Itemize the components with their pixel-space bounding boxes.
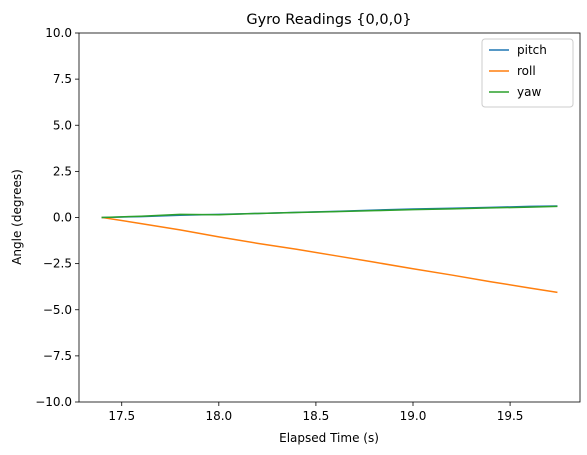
x-tick-label: 18.5	[303, 409, 330, 423]
legend: pitch roll yaw	[481, 38, 574, 108]
legend-label-pitch: pitch	[517, 43, 547, 57]
chart-title: Gyro Readings {0,0,0}	[246, 12, 411, 28]
x-tick-label: 17.5	[108, 409, 135, 423]
x-tick-label: 19.0	[400, 409, 427, 423]
y-tick-label: 2.5	[53, 164, 72, 178]
y-tick-label: 0.0	[53, 211, 72, 225]
legend-label-yaw: yaw	[517, 85, 541, 99]
x-tick-label: 19.5	[497, 409, 524, 423]
y-tick-label: −2.5	[43, 257, 72, 271]
y-tick-label: 10.0	[45, 26, 72, 40]
legend-label-roll: roll	[517, 64, 536, 78]
legend-entries: pitch roll yaw	[489, 43, 547, 99]
y-tick-label: 7.5	[53, 72, 72, 86]
series-line-yaw	[101, 205, 558, 219]
x-axis: 17.5 18.0 18.5 19.0 19.5	[108, 402, 523, 423]
y-tick-label: −7.5	[43, 349, 72, 363]
x-axis-label: Elapsed Time (s)	[279, 431, 379, 445]
y-axis-label: Angle (degrees)	[10, 169, 24, 265]
y-tick-label: −10.0	[35, 395, 72, 409]
series-line-roll	[101, 216, 558, 294]
y-axis: −10.0 −7.5 −5.0 −2.5 0.0 2.5 5.0 7.5 10.0	[35, 26, 79, 409]
y-tick-label: 5.0	[53, 118, 72, 132]
y-tick-label: −5.0	[43, 303, 72, 317]
legend-frame	[481, 38, 574, 108]
series-layer	[101, 205, 558, 294]
x-tick-label: 18.0	[205, 409, 232, 423]
